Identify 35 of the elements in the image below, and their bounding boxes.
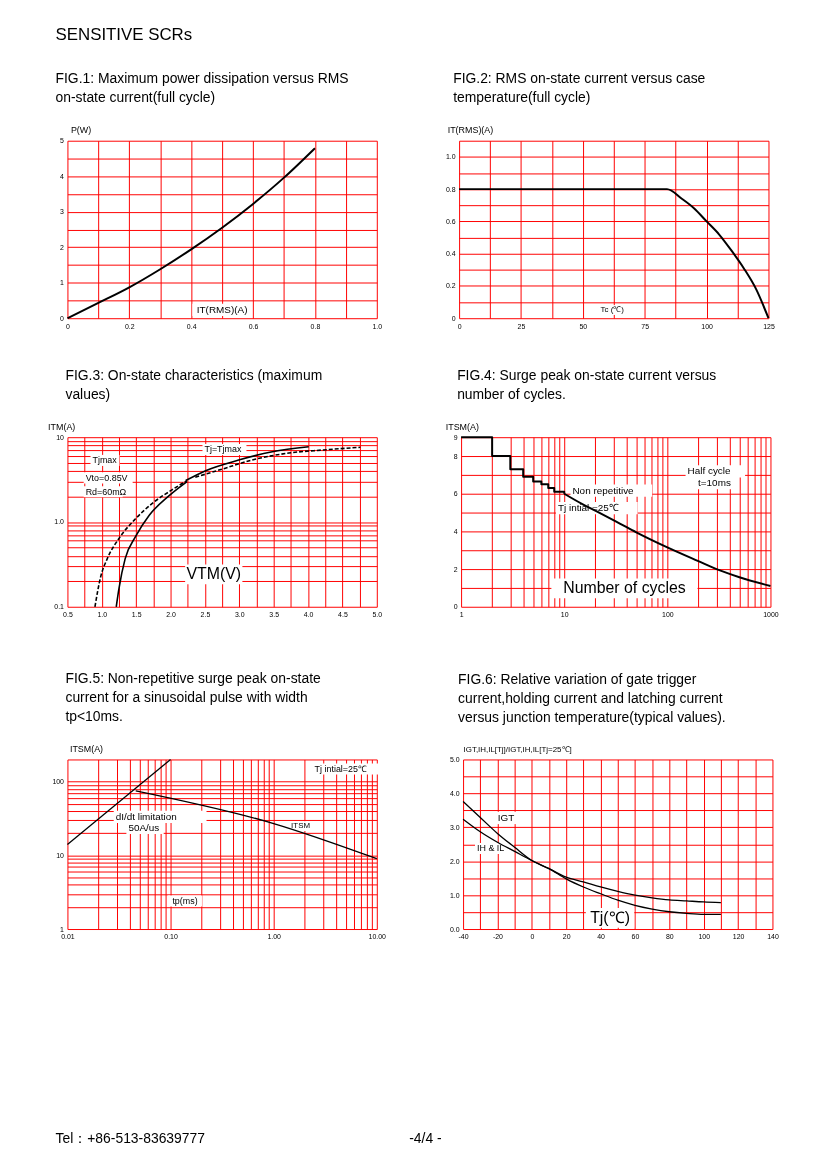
chart-title: FIG.4: Surge peak on-state current versus number of cycles. — [457, 366, 717, 402]
annotation: Tj intial =25℃ — [557, 502, 619, 514]
chart-title: FIG.1: Maximum power dissipation versus RMS on-state current(full cycle) — [55, 70, 349, 106]
annotation: ITSM — [291, 821, 311, 831]
y-axis-title: ITSM(A) — [69, 744, 104, 755]
y-axis-title: P(W) — [70, 125, 92, 136]
y-axis-title: IGT,IH,IL[Tj]/IGT,IH,IL[Tj=25℃] — [463, 745, 572, 755]
chart-title: FIG.2: RMS on-state current versus case temperature(full cycle) — [453, 70, 706, 106]
x-axis-title: Tc (℃) — [600, 305, 625, 315]
annotation: t=10ms — [698, 476, 731, 488]
annotation: Half cycle — [687, 465, 731, 477]
annotation: IGT — [497, 811, 515, 823]
annotation: Tj intial=25℃ — [314, 763, 367, 774]
x-axis-title: tp(ms) — [172, 896, 198, 907]
x-axis-title: Tj(℃) — [590, 908, 630, 926]
y-axis-title: ITM(A) — [48, 421, 76, 432]
text: SENSITIVE SCRs — [55, 24, 193, 44]
annotation: Vto=0.85V — [85, 472, 128, 483]
annotation: dI/dt limitation — [115, 810, 177, 822]
x-axis-title: IT(RMS)(A) — [196, 303, 248, 315]
y-axis-title: IT(RMS)(A) — [447, 125, 494, 136]
annotation: IH & IL — [477, 843, 505, 854]
x-axis-title: VTM(V) — [186, 565, 242, 583]
annotation: Tj=Tjmax — [204, 444, 242, 455]
text: Tel：+86-513-83639777 — [55, 1130, 206, 1147]
annotation: Rd=60mΩ — [85, 486, 127, 497]
chart-title: FIG.5: Non-repetitive surge peak on-state current for a sinusoidal pulse with width tp<10ms. — [65, 670, 321, 724]
chart-title: FIG.6: Relative variation of gate trigger current,holding current and latching current versus junction temperature(typical values). — [458, 671, 726, 725]
text: -4/4 - — [409, 1130, 442, 1147]
annotation: Tjmax — [92, 455, 118, 466]
y-axis-title: ITSM(A) — [445, 421, 479, 432]
annotation: 50A/us — [128, 821, 160, 833]
annotation: Non repetitive — [572, 484, 635, 496]
x-axis-title: Number of cycles — [563, 579, 686, 597]
chart-title: FIG.3: On-state characteristics (maximum values) — [65, 366, 323, 402]
